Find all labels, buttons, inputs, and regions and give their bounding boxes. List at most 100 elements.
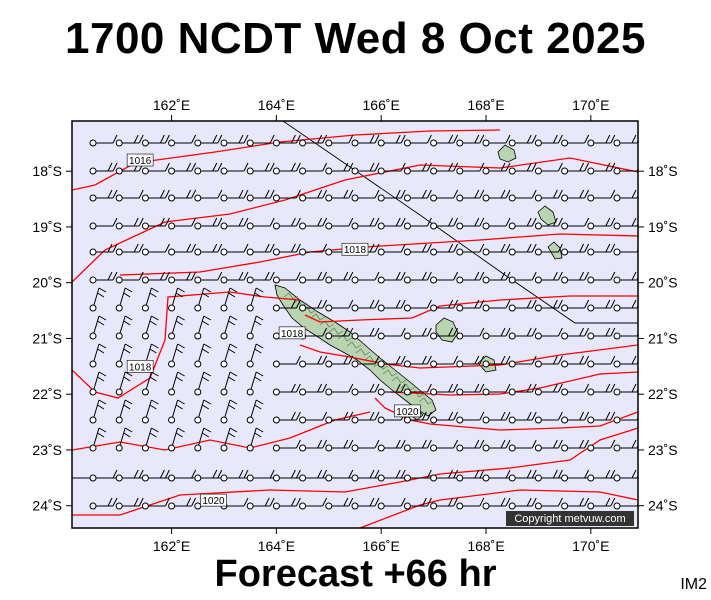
wind-barb [272,189,301,202]
wind-barb [89,427,107,452]
wind-barb [377,189,406,202]
wind-barb [482,439,511,452]
wind-barb [430,217,459,230]
wind-barb [587,299,616,312]
wind-barb [613,439,638,452]
wind-barb [220,315,238,340]
wind-barb [377,469,406,482]
wind-barb [272,134,301,147]
wind-barb [272,439,301,452]
wind-barb [561,217,590,230]
wind-barbs [89,134,638,510]
wind-barb [141,371,159,396]
lat-label-right: 19˚S [648,219,678,235]
wind-barb [351,327,380,340]
lon-label-bottom: 162˚E [153,538,190,554]
wind-barb [325,327,354,340]
wind-barb [587,271,616,284]
wind-barb [351,271,380,284]
wind-barb [377,243,406,256]
wind-barb [168,134,197,147]
wind-barb [430,411,459,424]
wind-barb [534,411,563,424]
wind-barb [194,134,223,147]
wind-barb [325,189,354,202]
wind-barb [299,243,328,256]
wind-barb [482,497,511,510]
lon-label-bottom: 168˚E [467,538,504,554]
wind-barb [272,355,301,368]
wind-barb [299,162,328,175]
wind-barb [613,416,638,424]
wind-barb [89,162,118,175]
wind-barb [141,497,170,510]
wind-barb [325,299,354,312]
wind-barb [403,327,432,340]
wind-barb [430,383,459,396]
wind-barb [168,315,185,340]
wind-barb [246,134,275,147]
wind-barb [482,469,511,482]
wind-barb [508,243,537,256]
wind-barb [299,134,328,147]
lat-label-left: 23˚S [32,442,62,458]
isobar-line [359,489,638,528]
wind-barb [403,217,432,230]
wind-barb [561,271,590,284]
lon-label-bottom: 170˚E [572,538,609,554]
wind-barb [587,162,616,175]
wind-barb [220,271,249,284]
wind-barb [194,399,212,424]
wind-barb [403,469,432,482]
wind-barb [194,315,212,340]
wind-barb [168,469,197,482]
wind-barb [534,327,563,340]
isobar-label: 1018 [126,360,154,373]
wind-barb [613,134,638,147]
wind-barb [456,355,485,368]
wind-barb [141,469,170,482]
wind-barb [377,299,406,312]
isobar-line [72,339,166,399]
wind-barb [561,383,590,396]
wind-barb [430,355,459,368]
wind-barb [561,134,590,147]
wind-barb [403,497,432,510]
wind-barb [561,411,590,424]
wind-barb [299,299,328,312]
wind-barb [299,383,328,396]
wind-barb [430,327,459,340]
copyright-text: Copyright metvuw.com [514,513,625,525]
wind-barb [194,371,212,396]
wind-barb [220,134,249,147]
wind-barb [141,189,170,202]
wind-barb [430,497,459,510]
wind-barb [299,217,328,230]
wind-barb [115,134,144,147]
boundary-line [282,121,638,324]
wind-barb [430,243,459,256]
wind-barb [325,469,354,482]
wind-barb [168,243,197,256]
wind-barb [168,189,197,202]
wind-barb [89,371,107,396]
wind-barb [403,162,432,175]
isobar-label: 1018 [341,242,369,256]
wind-barb [482,411,511,424]
wind-barb [456,383,485,396]
wind-barb [561,189,590,202]
wind-barb [194,469,223,482]
wind-barb [587,327,616,340]
wind-barb [194,271,223,284]
wind-barb [272,497,301,510]
wind-barb [115,271,144,284]
wind-barb [482,355,511,368]
wind-barb [561,469,590,482]
wind-barb [115,243,144,256]
svg-text:1018: 1018 [129,362,152,373]
wind-barb [246,162,275,175]
map-code: IM2 [680,576,707,593]
lon-label-bottom: 166˚E [363,538,400,554]
wind-barb [534,355,563,368]
wind-barb [220,399,238,424]
